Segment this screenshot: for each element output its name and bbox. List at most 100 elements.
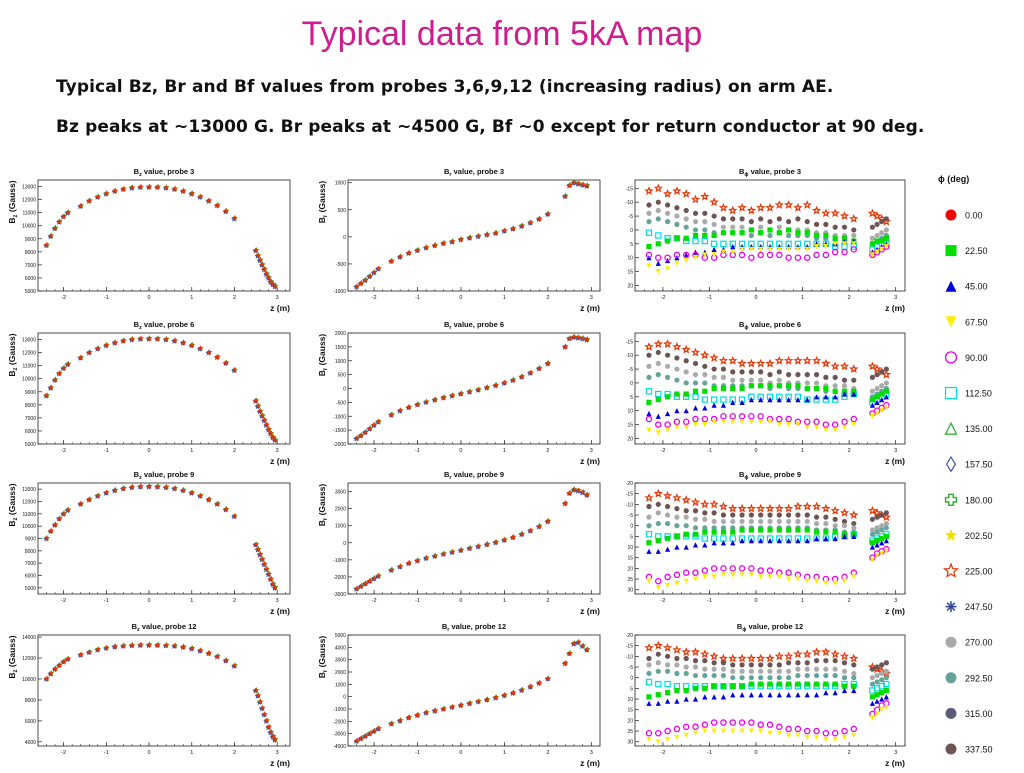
chart-svg: Bz value, probe 3 -2 -1 0 1 2 3 5000 6000 7000 800… [7,167,291,313]
data-point [783,200,794,209]
data-point [786,675,792,681]
data-point [78,651,84,658]
data-point [683,696,689,702]
data-point [830,649,840,659]
data-point [214,354,221,360]
data-point [832,516,838,522]
legend-marker [945,455,957,473]
x-tick-label: 0 [148,750,151,756]
plot-frame [37,179,291,292]
y-tick-label: -2000 [333,575,346,581]
data-point [545,360,551,366]
data-point [709,651,719,661]
data-point [354,283,360,289]
data-point [869,252,876,258]
chart-title: Bz value, probe 6 [134,320,195,331]
y-tick-label: -1000 [333,558,346,564]
plot-frame [37,332,291,445]
data-point [646,670,652,677]
data-point [813,681,820,687]
data-point [737,503,747,513]
data-point [664,410,671,417]
data-point [231,367,238,373]
data-point [257,551,264,557]
y-tick-label: 15 [627,423,633,429]
data-point [674,662,680,668]
data-point [711,385,717,392]
x-tick-label: 1 [801,598,804,604]
data-point [730,512,736,518]
x-tick-label: 2 [233,448,236,454]
data-point [655,584,661,591]
data-point [527,683,534,689]
legend-marker [945,209,957,221]
data-point [758,662,764,668]
data-point [692,723,699,731]
data-point [268,729,274,735]
data-point [56,662,63,668]
data-point [172,642,178,649]
data-point [730,692,736,698]
legend-label: 202.50 [965,531,993,541]
data-point [748,518,754,525]
data-point [804,578,810,584]
y-axis-label: Bz (Gauss) [7,180,19,223]
data-point [874,538,880,544]
x-tick-label: -1 [415,750,420,756]
data-point [584,336,590,342]
data-point [776,421,782,428]
x-tick-label: 3 [590,295,593,301]
data-point [129,336,135,342]
data-point [720,666,727,672]
data-point [545,518,551,524]
data-point [720,249,727,255]
data-point [484,231,491,237]
data-point [655,651,661,657]
data-point [61,510,67,517]
data-point [804,385,810,392]
data-point [739,572,745,578]
data-point [172,337,178,344]
data-point [702,252,708,258]
y-tick-label: 5 [630,242,633,248]
data-point [257,698,264,705]
data-point [692,664,699,670]
data-point [112,187,118,194]
data-point [823,535,829,542]
data-point [813,385,820,392]
y-tick-label: -15 [626,339,633,345]
data-point [129,642,135,648]
y-tick-label: 5000 [25,289,36,295]
data-point [414,712,421,718]
data-point [467,388,473,395]
x-tick-label: 2 [848,598,851,604]
data-point [813,734,820,741]
data-point [874,542,880,548]
data-point [664,582,671,589]
data-point [103,342,110,348]
data-points [43,335,279,444]
data-point [146,183,153,190]
y-tick-label: 10 [627,697,633,703]
data-point [571,179,577,185]
data-point [720,540,727,546]
data-point [823,427,829,433]
data-point [664,698,671,704]
x-tick-label: -1 [707,598,712,604]
plot-frame [634,179,906,292]
data-point [851,683,857,689]
data-point [702,405,708,411]
data-point [811,355,822,365]
data-point [872,364,882,374]
data-point [748,246,754,252]
data-point [879,527,885,533]
data-point [103,190,110,196]
data-point [879,707,885,713]
data-point [776,692,782,698]
data-point [655,548,661,554]
data-point [86,197,93,204]
data-point [739,377,745,383]
data-point [146,335,153,341]
data-point [646,700,652,706]
data-point [841,518,848,525]
